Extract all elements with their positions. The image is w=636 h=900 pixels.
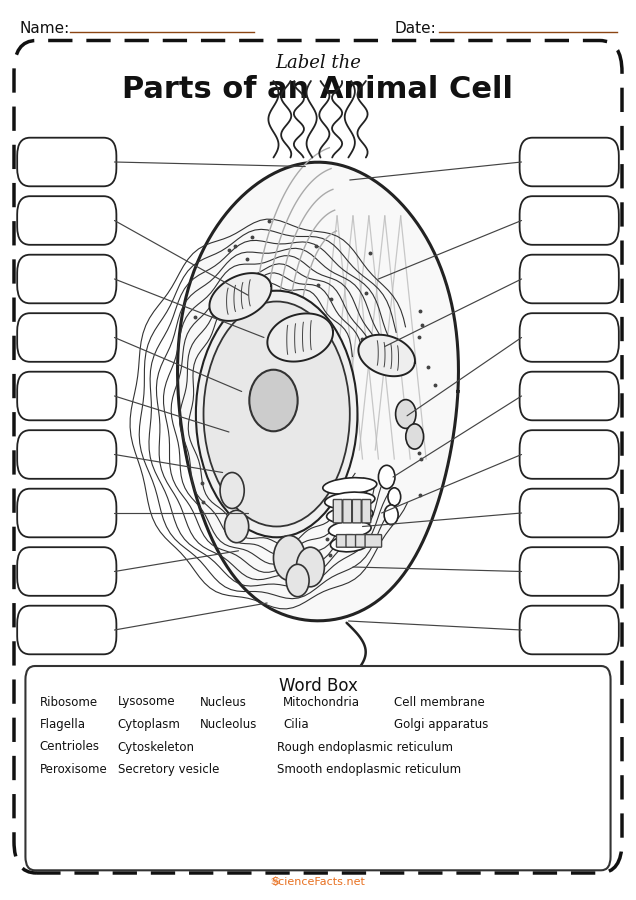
Text: Golgi apparatus: Golgi apparatus bbox=[394, 718, 488, 731]
FancyBboxPatch shape bbox=[520, 255, 619, 303]
Text: Word Box: Word Box bbox=[279, 677, 357, 695]
Text: Date:: Date: bbox=[394, 22, 436, 36]
FancyBboxPatch shape bbox=[520, 489, 619, 537]
FancyBboxPatch shape bbox=[336, 535, 353, 547]
Polygon shape bbox=[209, 273, 272, 321]
Polygon shape bbox=[177, 162, 459, 621]
Text: Cilia: Cilia bbox=[283, 718, 308, 731]
FancyBboxPatch shape bbox=[17, 255, 116, 303]
FancyBboxPatch shape bbox=[17, 313, 116, 362]
Circle shape bbox=[388, 488, 401, 506]
FancyBboxPatch shape bbox=[520, 430, 619, 479]
FancyBboxPatch shape bbox=[25, 666, 611, 870]
Text: Name:: Name: bbox=[19, 22, 69, 36]
Polygon shape bbox=[359, 335, 415, 376]
FancyBboxPatch shape bbox=[17, 138, 116, 186]
FancyBboxPatch shape bbox=[17, 606, 116, 654]
Circle shape bbox=[406, 424, 424, 449]
FancyBboxPatch shape bbox=[520, 372, 619, 420]
Ellipse shape bbox=[225, 510, 249, 543]
FancyBboxPatch shape bbox=[346, 535, 363, 547]
Text: Cell membrane: Cell membrane bbox=[394, 696, 485, 708]
FancyBboxPatch shape bbox=[17, 372, 116, 420]
Text: Label the: Label the bbox=[275, 54, 361, 72]
FancyBboxPatch shape bbox=[520, 606, 619, 654]
Text: Cytoplasm: Cytoplasm bbox=[118, 718, 181, 731]
Ellipse shape bbox=[329, 521, 371, 537]
FancyBboxPatch shape bbox=[333, 500, 342, 523]
FancyBboxPatch shape bbox=[520, 547, 619, 596]
Text: ScienceFacts.net: ScienceFacts.net bbox=[271, 877, 365, 887]
Text: Parts of an Animal Cell: Parts of an Animal Cell bbox=[123, 76, 513, 104]
Text: Centrioles: Centrioles bbox=[39, 741, 99, 753]
FancyBboxPatch shape bbox=[520, 196, 619, 245]
Text: Nucleolus: Nucleolus bbox=[200, 718, 258, 731]
Text: Mitochondria: Mitochondria bbox=[283, 696, 360, 708]
Ellipse shape bbox=[327, 507, 373, 523]
Text: Smooth endoplasmic reticulum: Smooth endoplasmic reticulum bbox=[277, 763, 461, 776]
Text: Rough endoplasmic reticulum: Rough endoplasmic reticulum bbox=[277, 741, 453, 753]
Text: Cytoskeleton: Cytoskeleton bbox=[118, 741, 195, 753]
Circle shape bbox=[286, 564, 309, 597]
FancyBboxPatch shape bbox=[365, 535, 382, 547]
Circle shape bbox=[378, 465, 395, 489]
Circle shape bbox=[384, 505, 398, 525]
FancyBboxPatch shape bbox=[362, 500, 371, 523]
FancyBboxPatch shape bbox=[352, 500, 361, 523]
Ellipse shape bbox=[325, 492, 375, 508]
Ellipse shape bbox=[323, 478, 377, 494]
Text: ⚛: ⚛ bbox=[269, 876, 280, 888]
Circle shape bbox=[273, 536, 305, 580]
Circle shape bbox=[296, 547, 324, 587]
Polygon shape bbox=[267, 313, 333, 362]
Text: Nucleus: Nucleus bbox=[200, 696, 247, 708]
Text: Ribosome: Ribosome bbox=[39, 696, 97, 708]
FancyBboxPatch shape bbox=[17, 430, 116, 479]
FancyBboxPatch shape bbox=[17, 196, 116, 245]
FancyBboxPatch shape bbox=[17, 489, 116, 537]
FancyBboxPatch shape bbox=[343, 500, 352, 523]
Ellipse shape bbox=[331, 536, 369, 552]
FancyBboxPatch shape bbox=[520, 313, 619, 362]
Ellipse shape bbox=[204, 302, 350, 526]
Text: Peroxisome: Peroxisome bbox=[39, 763, 107, 776]
Text: Flagella: Flagella bbox=[39, 718, 85, 731]
Ellipse shape bbox=[220, 472, 244, 508]
Text: Lysosome: Lysosome bbox=[118, 696, 176, 708]
Circle shape bbox=[396, 400, 416, 428]
Ellipse shape bbox=[196, 291, 357, 537]
Ellipse shape bbox=[249, 370, 298, 431]
FancyBboxPatch shape bbox=[17, 547, 116, 596]
FancyBboxPatch shape bbox=[520, 138, 619, 186]
FancyBboxPatch shape bbox=[356, 535, 372, 547]
Text: Secretory vesicle: Secretory vesicle bbox=[118, 763, 219, 776]
